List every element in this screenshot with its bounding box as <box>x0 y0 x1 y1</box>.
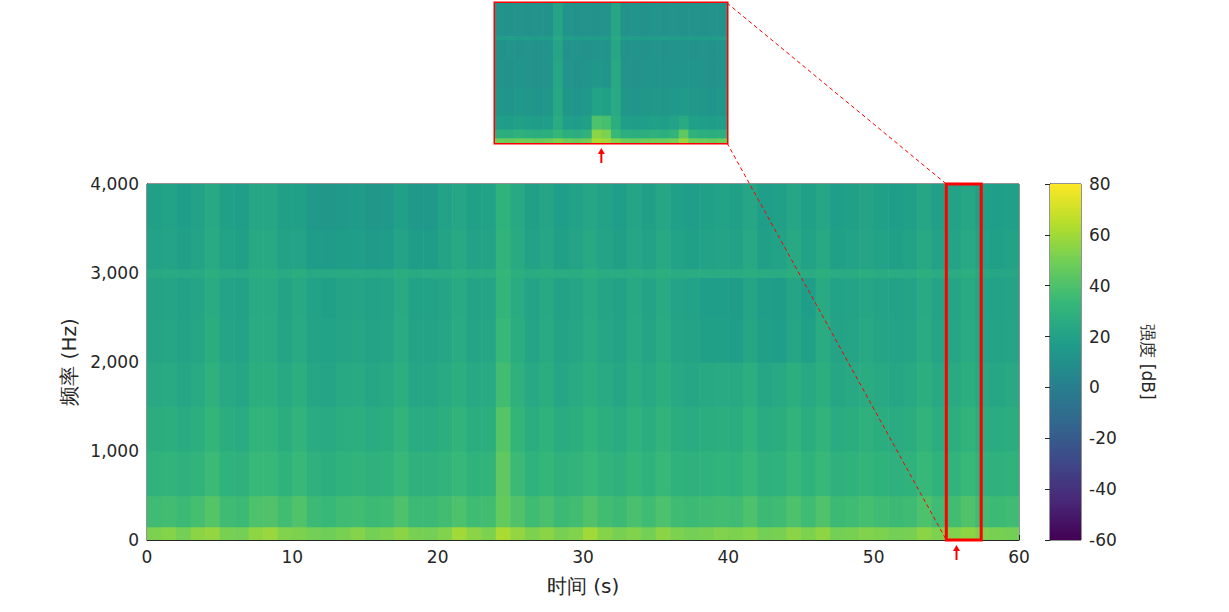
svg-text:0: 0 <box>128 530 139 550</box>
svg-text:1,000: 1,000 <box>90 441 139 461</box>
svg-text:10: 10 <box>282 547 304 567</box>
svg-text:30: 30 <box>572 547 594 567</box>
svg-text:-40: -40 <box>1089 479 1117 499</box>
svg-text:20: 20 <box>427 547 449 567</box>
svg-text:0: 0 <box>142 547 153 567</box>
svg-text:80: 80 <box>1089 174 1111 194</box>
svg-text:0: 0 <box>1089 377 1100 397</box>
svg-text:40: 40 <box>718 547 740 567</box>
svg-text:强度 [dB]: 强度 [dB] <box>1138 324 1158 399</box>
svg-text:40: 40 <box>1089 276 1111 296</box>
svg-text:-60: -60 <box>1089 530 1117 550</box>
svg-text:时间 (s): 时间 (s) <box>547 574 619 598</box>
svg-text:20: 20 <box>1089 327 1111 347</box>
svg-text:3,000: 3,000 <box>90 263 139 283</box>
svg-text:2,000: 2,000 <box>90 352 139 372</box>
svg-text:4,000: 4,000 <box>90 174 139 194</box>
svg-text:50: 50 <box>863 547 885 567</box>
svg-text:60: 60 <box>1008 547 1030 567</box>
svg-text:60: 60 <box>1089 225 1111 245</box>
svg-text:-20: -20 <box>1089 428 1117 448</box>
svg-text:频率 (Hz): 频率 (Hz) <box>57 318 81 406</box>
